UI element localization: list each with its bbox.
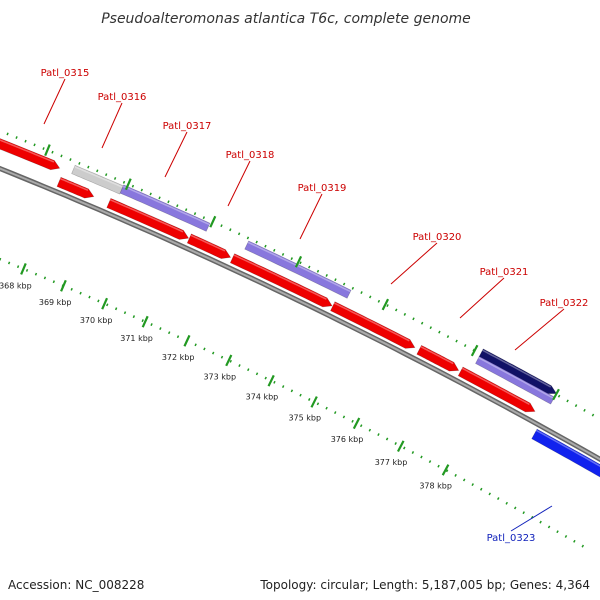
gene-block-0317-rna[interactable] — [119, 184, 211, 232]
leader-line — [299, 193, 323, 240]
gene-block-0316-cds[interactable] — [56, 176, 95, 199]
gene-block-0316[interactable] — [71, 164, 124, 195]
gene-label-patl-0315[interactable]: Patl_0315 — [41, 68, 90, 125]
scale-tick-mark — [267, 374, 275, 387]
upper-tick-mark — [44, 144, 51, 157]
gene-label-text[interactable]: Patl_0321 — [480, 267, 529, 278]
scale-tick-label: 375 kbp — [288, 414, 321, 423]
scale-tick-label: 377 kbp — [375, 458, 408, 467]
gene-block-0322-b[interactable] — [475, 355, 556, 405]
leader-line — [390, 242, 438, 285]
genome-backbone — [0, 165, 600, 463]
scale-tick-mark — [183, 334, 191, 347]
gene-label-text[interactable]: Patl_0317 — [163, 121, 212, 132]
scale-tick-mark — [60, 279, 67, 292]
leader-line — [514, 308, 565, 351]
gene-label-text[interactable]: Patl_0320 — [413, 232, 462, 243]
upper-tick-mark — [381, 298, 390, 311]
gene-labels[interactable]: Patl_0315 Patl_0316 Patl_0317 Patl_0318 Patl… — [41, 68, 589, 544]
gene-label-patl-0322[interactable]: Patl_0322 — [514, 298, 589, 351]
upper-tick-mark — [294, 255, 303, 268]
gene-block-0318[interactable] — [186, 233, 232, 259]
backbone-line — [0, 165, 600, 463]
gene-block-0322-cds[interactable] — [457, 366, 536, 413]
scale-tick-mark — [352, 417, 361, 430]
leader-line — [164, 131, 188, 178]
leader-line — [101, 102, 123, 149]
gene-label-text[interactable]: Patl_0318 — [226, 150, 275, 161]
gene-label-text[interactable]: Patl_0315 — [41, 68, 90, 79]
scale-tick-mark — [141, 315, 149, 328]
gene-block-0319-rna[interactable] — [244, 240, 352, 299]
upper-tick-mark — [552, 388, 560, 401]
scale-tick-label: 376 kbp — [331, 435, 364, 444]
gene-block-0319-cds[interactable] — [229, 253, 333, 308]
upper-tick-mark — [470, 344, 479, 357]
scale-tick-mark — [396, 440, 405, 453]
scale-tick-label: 370 kbp — [80, 316, 113, 325]
gene-block-0323[interactable] — [531, 428, 600, 487]
gene-block-0317-cds[interactable] — [106, 198, 190, 240]
gene-label-text[interactable]: Patl_0323 — [487, 533, 536, 544]
gene-label-patl-0320[interactable]: Patl_0320 — [390, 232, 462, 285]
scale-tick-mark — [441, 464, 450, 476]
map-title: Pseudoalteromonas atlantica T6c, complet… — [101, 11, 471, 27]
leader-line — [510, 505, 553, 532]
gene-label-patl-0319[interactable]: Patl_0319 — [298, 183, 347, 240]
gene-label-patl-0316[interactable]: Patl_0316 — [98, 92, 147, 149]
genome-summary-text: Topology: circular; Length: 5,187,005 bp… — [260, 578, 590, 592]
scale-tick-label: 374 kbp — [246, 393, 279, 402]
gene-block-0315[interactable] — [0, 137, 61, 171]
leader-line — [227, 160, 251, 207]
scale-tick-mark — [310, 396, 318, 408]
scale-tick-label: 372 kbp — [162, 353, 195, 362]
leader-line — [43, 78, 66, 125]
scale-tick-mark — [20, 262, 27, 275]
gene-label-patl-0321[interactable]: Patl_0321 — [459, 267, 529, 319]
scale-tick-mark — [101, 297, 109, 310]
upper-tick-mark — [209, 215, 217, 228]
gene-block-0321[interactable] — [416, 344, 460, 372]
gene-label-text[interactable]: Patl_0316 — [98, 92, 147, 103]
leader-line — [459, 277, 505, 319]
gene-features — [0, 137, 600, 487]
gene-label-patl-0317[interactable]: Patl_0317 — [163, 121, 212, 178]
scale-tick-label: 373 kbp — [203, 372, 236, 381]
scale-tick-label: 368 kbp — [0, 281, 32, 290]
gene-block-0320[interactable] — [330, 301, 416, 349]
accession-text: Accession: NC_008228 — [8, 578, 145, 592]
scale-tick-label: 371 kbp — [120, 334, 153, 343]
scale-tick-label: 369 kbp — [39, 298, 72, 307]
scale-tick-mark — [225, 354, 233, 367]
upper-tick-mark — [124, 178, 132, 191]
gene-label-patl-0323[interactable]: Patl_0323 — [487, 505, 553, 544]
scale-tick-label: 378 kbp — [419, 481, 452, 490]
gene-label-text[interactable]: Patl_0322 — [540, 298, 589, 309]
backbone-highlight — [0, 167, 600, 461]
gene-label-text[interactable]: Patl_0319 — [298, 183, 347, 194]
gene-label-patl-0318[interactable]: Patl_0318 — [226, 150, 275, 207]
